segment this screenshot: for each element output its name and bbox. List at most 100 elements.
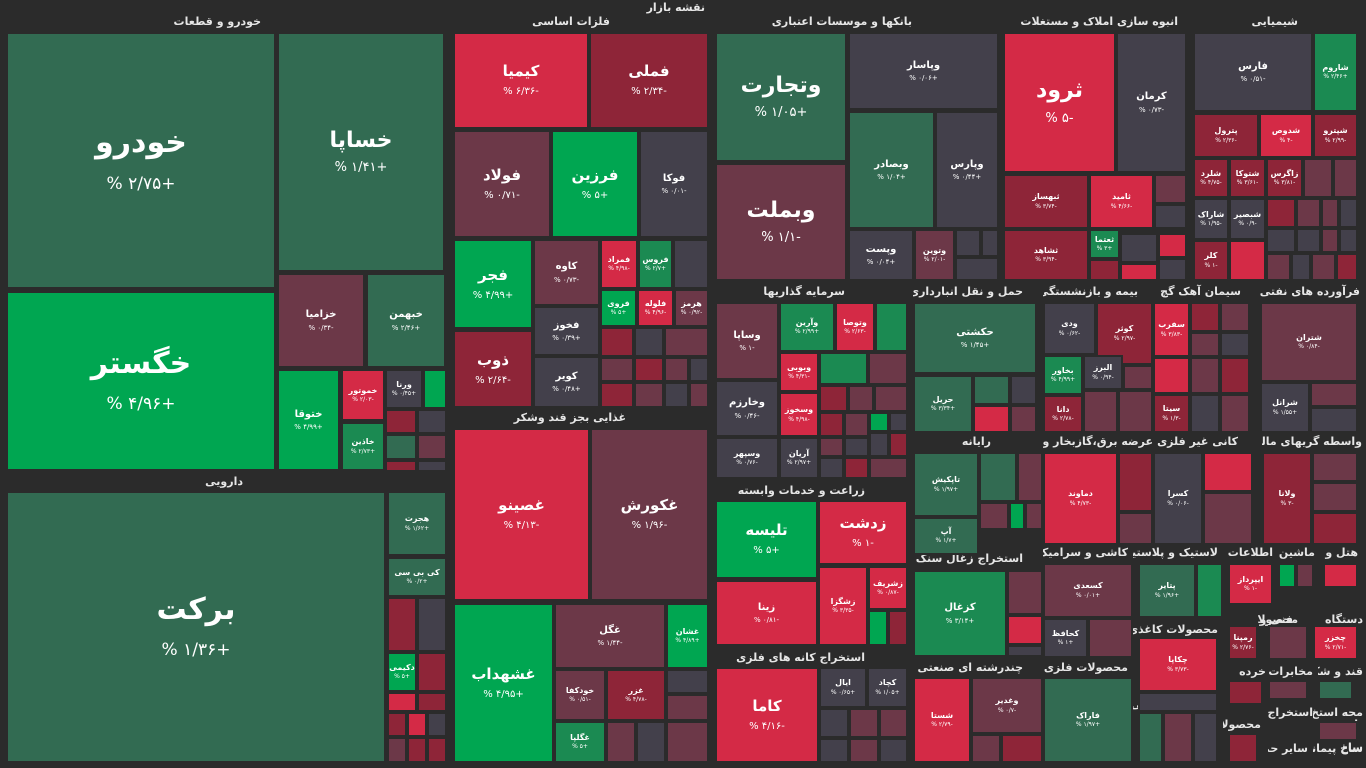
stock-tile-tlise[interactable]: تلیسه +۵ %: [715, 500, 818, 579]
stock-tile-fakhooz[interactable]: فخوز +۰/۳۹ %: [533, 306, 600, 356]
stock-tile-sefaroob[interactable]: سفرب -۳/۸۳ %: [1153, 302, 1190, 357]
stock-tile-unlabeled-130[interactable]: [1228, 680, 1263, 705]
stock-tile-shbasir[interactable]: شبصیر -۰/۹ %: [1229, 198, 1266, 240]
stock-tile-kibisi[interactable]: کی بی سی +۰/۲ %: [387, 557, 447, 597]
stock-tile-unlabeled-91[interactable]: [1333, 158, 1358, 198]
stock-tile-unlabeled-83[interactable]: [1001, 734, 1043, 763]
stock-tile-unlabeled-124[interactable]: [1163, 712, 1193, 763]
stock-tile-chkapa[interactable]: چکاپا -۳/۷۳ %: [1138, 637, 1218, 692]
stock-tile-valata[interactable]: ولانا -۳ %: [1262, 452, 1312, 545]
stock-tile-unlabeled-46[interactable]: [869, 412, 889, 432]
stock-tile-shatran[interactable]: شتران -۰/۸۴ %: [1260, 302, 1358, 382]
stock-tile-unlabeled-118[interactable]: [1312, 452, 1358, 482]
sector-header-sarmaye[interactable]: سرمایه گذاریها: [763, 285, 845, 298]
stock-tile-unlabeled-44[interactable]: [819, 412, 844, 437]
stock-tile-unlabeled-104[interactable]: [1336, 253, 1358, 281]
stock-tile-unlabeled-79[interactable]: [1007, 570, 1043, 615]
stock-tile-shasta[interactable]: شستا -۲/۷۹ %: [913, 677, 971, 763]
sector-header-rayane[interactable]: رایانه: [961, 435, 991, 448]
stock-tile-unlabeled-114[interactable]: [1310, 382, 1358, 407]
stock-tile-unlabeled-72[interactable]: [973, 405, 1010, 433]
stock-tile-faars[interactable]: فارس -۰/۵۱ %: [1193, 32, 1313, 112]
sector-header-kharde[interactable]: خرده: [1239, 665, 1266, 678]
stock-tile-unlabeled-8[interactable]: [417, 597, 447, 652]
stock-tile-unlabeled-92[interactable]: [1266, 198, 1296, 228]
stock-tile-vbemellat[interactable]: وبملت -۱/۱ %: [715, 163, 847, 281]
stock-tile-unlabeled-106[interactable]: [1220, 302, 1250, 332]
stock-tile-farzin[interactable]: فرزین +۵ %: [551, 130, 639, 238]
stock-tile-unlabeled-0[interactable]: [423, 369, 447, 409]
stock-tile-ptabir[interactable]: پتایر +۱/۹۶ %: [1138, 563, 1196, 618]
stock-tile-khegostar[interactable]: خگستر +۴/۹۶ %: [6, 291, 276, 471]
stock-tile-fameraad[interactable]: فمراد -۴/۹۸ %: [600, 239, 638, 289]
stock-tile-unlabeled-117[interactable]: [1203, 492, 1253, 545]
sector-header-ghand[interactable]: قند و شکر: [1318, 665, 1363, 678]
stock-tile-pterol[interactable]: پترول -۲/۳۶ %: [1193, 113, 1259, 158]
stock-tile-unlabeled-64[interactable]: [1154, 204, 1187, 229]
stock-tile-vpost[interactable]: وپست +۰/۰۴ %: [848, 229, 914, 281]
stock-tile-unlabeled-50[interactable]: [869, 432, 889, 457]
stock-tile-kama[interactable]: کاما -۴/۱۶ %: [715, 667, 819, 763]
stock-tile-vkharazm[interactable]: وخارزم -۰/۴۶ %: [715, 380, 779, 437]
sector-header-haml[interactable]: حمل و نقل انبارداری و: [913, 285, 1023, 298]
stock-tile-unlabeled-22[interactable]: [600, 357, 634, 382]
stock-tile-unlabeled-55[interactable]: [868, 610, 888, 646]
stock-tile-hormoz[interactable]: هرمز -۰/۹۲ %: [674, 289, 709, 327]
stock-tile-unlabeled-110[interactable]: [1190, 357, 1220, 394]
stock-tile-unlabeled-38[interactable]: [875, 302, 908, 352]
stock-tile-unlabeled-42[interactable]: [848, 385, 874, 412]
stock-tile-tamid[interactable]: ثامید -۴/۶۶ %: [1089, 174, 1154, 229]
stock-tile-vtoovin[interactable]: وتوین -۲/۰۱ %: [914, 229, 955, 281]
stock-tile-farooos[interactable]: فروس +۲/۷ %: [638, 239, 673, 289]
stock-tile-unlabeled-86[interactable]: [1118, 390, 1153, 433]
stock-tile-vpasar[interactable]: وپاسار +۰/۰۶ %: [848, 32, 999, 110]
sector-header-zoghal[interactable]: استخراج زغال سنگ: [915, 552, 1023, 565]
stock-tile-ghshan[interactable]: غشان +۴/۸۹ %: [666, 603, 709, 669]
stock-tile-harbil[interactable]: حریل +۳/۳۴ %: [913, 375, 973, 433]
stock-tile-unlabeled-134[interactable]: [1318, 721, 1358, 741]
stock-tile-unlabeled-19[interactable]: [600, 327, 634, 357]
sector-header-bime[interactable]: بیمه و بازنشستگی: [1043, 285, 1138, 298]
sector-header-saze2[interactable]: ساخ پیمانک: [1313, 742, 1363, 755]
sector-header-mahsoolat2[interactable]: محصولا: [1223, 718, 1261, 731]
stock-tile-unlabeled-33[interactable]: [636, 721, 666, 763]
stock-tile-unlabeled-30[interactable]: [666, 669, 709, 694]
sector-header-kaghazi[interactable]: محصولات کاغذی: [1133, 623, 1218, 636]
stock-tile-kchad[interactable]: کچاد +۱/۰۵ %: [867, 667, 908, 708]
stock-tile-unlabeled-5[interactable]: [385, 460, 417, 472]
stock-tile-zina[interactable]: زینا -۰/۸۱ %: [715, 580, 818, 646]
stock-tile-unlabeled-9[interactable]: [417, 652, 447, 692]
stock-tile-unlabeled-20[interactable]: [634, 327, 664, 357]
stock-tile-unlabeled-67[interactable]: [1089, 259, 1120, 281]
stock-tile-khzamia[interactable]: خزامیا -۰/۳۴ %: [277, 273, 365, 368]
stock-tile-unlabeled-1[interactable]: [385, 409, 417, 434]
stock-tile-felooleh[interactable]: فلوله -۴/۹۶ %: [637, 289, 674, 327]
stock-tile-tbahsaz[interactable]: ثبهساز -۳/۷۴ %: [1003, 174, 1089, 229]
stock-tile-unlabeled-121[interactable]: [1196, 563, 1223, 618]
stock-tile-sharoom[interactable]: شاروم +۲/۴۶ %: [1313, 32, 1358, 112]
stock-tile-fooka[interactable]: فوکا -۰/۰۱ %: [639, 130, 709, 238]
sector-header-naft[interactable]: فرآورده های نفتی: [1260, 285, 1360, 298]
stock-tile-unlabeled-39[interactable]: [819, 352, 868, 385]
sector-header-ghair[interactable]: کانی غیر فلزی: [1157, 435, 1238, 448]
stock-tile-varna[interactable]: ورنا +۰/۴۵ %: [385, 369, 423, 409]
stock-tile-chkhaz[interactable]: چخزر -۲/۷۱ %: [1313, 625, 1358, 660]
stock-tile-faarak[interactable]: فاراک +۱/۹۷ %: [1043, 677, 1133, 763]
stock-tile-unlabeled-76[interactable]: [979, 502, 1009, 530]
stock-tile-rampna[interactable]: رمپنا -۲/۷۶ %: [1228, 625, 1258, 660]
stock-tile-unlabeled-14[interactable]: [427, 712, 447, 737]
stock-tile-unlabeled-119[interactable]: [1312, 482, 1358, 512]
stock-tile-foolad[interactable]: فولاد -۰/۷۱ %: [453, 130, 551, 238]
stock-tile-alborz[interactable]: البرز -۰/۹۴ %: [1083, 355, 1123, 390]
stock-tile-unlabeled-3[interactable]: [385, 434, 417, 460]
stock-tile-hakashti[interactable]: حکشتی +۱/۴۵ %: [913, 302, 1037, 374]
sector-header-siman[interactable]: سیمان آهک گچ: [1160, 285, 1241, 298]
sector-header-mashin[interactable]: ماشین: [1278, 546, 1315, 559]
stock-tile-unlabeled-101[interactable]: [1266, 253, 1291, 281]
stock-tile-unlabeled-37[interactable]: [955, 257, 999, 281]
sector-header-mokhaberat[interactable]: مخابرات: [1268, 665, 1313, 678]
stock-tile-sharak[interactable]: شاراک -۱/۹۵ %: [1193, 198, 1229, 240]
stock-tile-unlabeled-111[interactable]: [1220, 357, 1250, 394]
stock-tile-unlabeled-24[interactable]: [664, 357, 689, 382]
stock-tile-tapkish[interactable]: تاپکیش +۱/۹۷ %: [913, 452, 979, 517]
